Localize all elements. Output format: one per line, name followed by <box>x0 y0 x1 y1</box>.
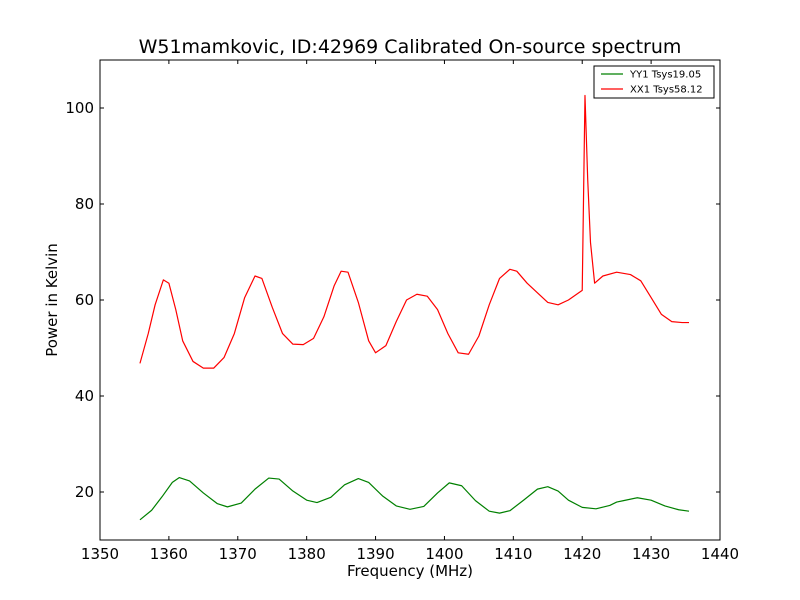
y-tick-label: 100 <box>65 99 94 117</box>
series-line-yy1 <box>139 477 690 521</box>
y-tick-label: 60 <box>75 291 94 309</box>
x-tick-label: 1360 <box>150 545 188 563</box>
x-tick-label: 1420 <box>563 545 601 563</box>
x-tick-label: 1350 <box>81 545 119 563</box>
legend-box <box>593 65 715 99</box>
x-tick-label: 1370 <box>219 545 257 563</box>
x-tick-label: 1400 <box>425 545 463 563</box>
legend-label-xx1: XX1 Tsys58.12 <box>630 85 703 96</box>
series-layer <box>139 94 690 521</box>
x-tick-label: 1440 <box>701 545 739 563</box>
x-tick-label: 1380 <box>288 545 326 563</box>
legend-label-yy1: YY1 Tsys19.05 <box>629 70 701 81</box>
plot-area-frame <box>99 59 721 541</box>
y-axis-ticks: 20 40 60 80 100 <box>65 99 720 501</box>
chart-title: W51mamkovic, ID:42969 Calibrated On-sour… <box>139 36 682 58</box>
y-tick-label: 80 <box>75 195 94 213</box>
x-tick-label: 1430 <box>632 545 670 563</box>
y-axis-label: Power in Kelvin <box>43 243 61 357</box>
x-tick-label: 1410 <box>494 545 532 563</box>
y-tick-label: 20 <box>75 483 94 501</box>
x-axis-label: Frequency (MHz) <box>347 562 473 580</box>
legend: YY1 Tsys19.05 XX1 Tsys58.12 <box>593 65 715 99</box>
x-tick-label: 1390 <box>356 545 394 563</box>
y-tick-label: 40 <box>75 387 94 405</box>
x-axis-ticks: 1350 1360 1370 1380 1390 1400 1410 1420 1430 1440 <box>81 60 739 563</box>
series-line-xx1 <box>139 94 689 369</box>
